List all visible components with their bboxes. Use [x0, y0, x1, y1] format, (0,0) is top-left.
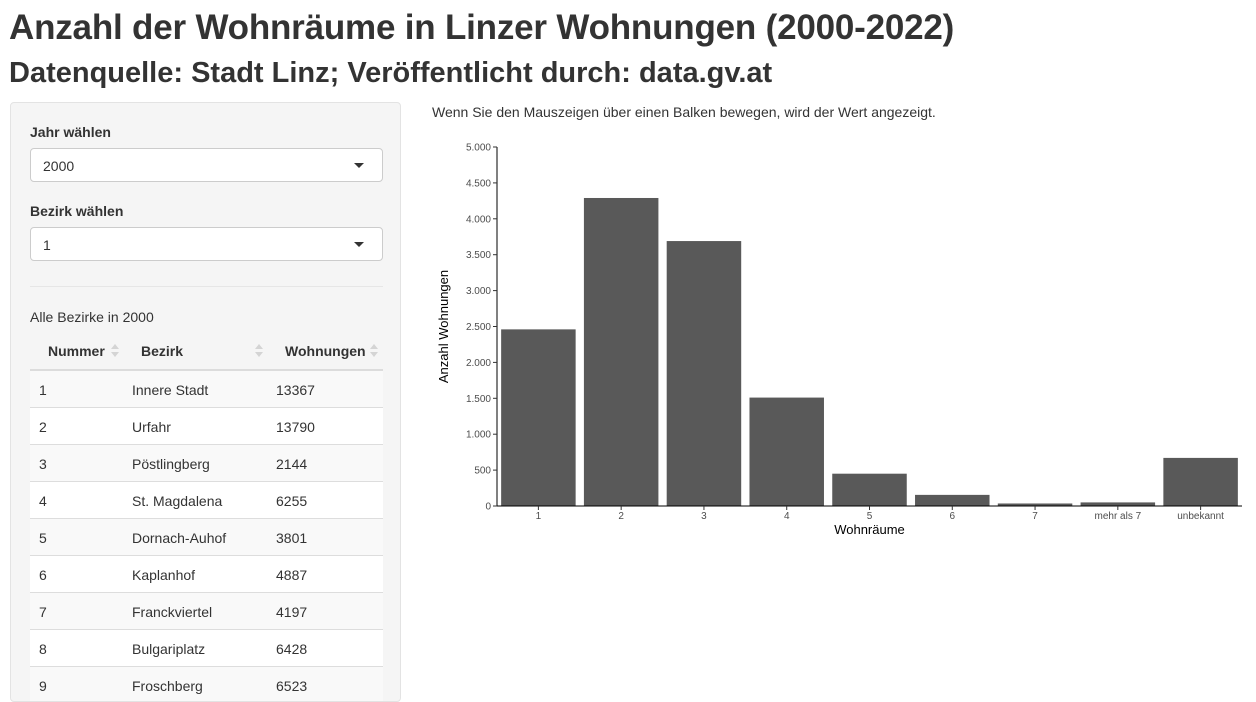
- table-row[interactable]: 8 Bulgariplatz 6428: [30, 630, 383, 667]
- chevron-down-icon: [354, 242, 364, 247]
- bar-7[interactable]: [1080, 502, 1156, 506]
- table-cell-bezirk: Urfahr: [132, 419, 171, 435]
- table-cell-bezirk: St. Magdalena: [132, 493, 223, 509]
- bar-1[interactable]: [583, 197, 659, 506]
- table-header: Nummer Bezirk Wohnungen: [30, 333, 383, 371]
- y-tick-label: 2.000: [466, 358, 491, 369]
- y-tick-label: 4.000: [466, 214, 491, 225]
- y-tick-label: 5.000: [466, 143, 491, 154]
- x-tick-label: unbekannt: [1177, 511, 1224, 522]
- table-cell-nummer: 1: [39, 382, 47, 398]
- year-select-label: Jahr wählen: [30, 124, 111, 140]
- table-cell-nummer: 9: [39, 678, 47, 694]
- table-cell-bezirk: Bulgariplatz: [132, 641, 206, 657]
- y-tick-label: 3.000: [466, 286, 491, 297]
- y-axis-title: Anzahl Wohnungen: [436, 270, 451, 383]
- x-tick-label: 7: [1032, 511, 1038, 522]
- table-row[interactable]: 6 Kaplanhof 4887: [30, 556, 383, 593]
- bar-8[interactable]: [1163, 457, 1238, 506]
- table-cell-wohnungen: 2144: [276, 456, 308, 472]
- column-header-wohnungen[interactable]: Wohnungen: [285, 343, 366, 359]
- year-select[interactable]: 2000: [30, 148, 383, 182]
- district-select-value: 1: [43, 237, 51, 253]
- table-cell-nummer: 4: [39, 493, 47, 509]
- bar-0[interactable]: [501, 329, 576, 506]
- table-cell-bezirk: Innere Stadt: [132, 382, 209, 398]
- x-tick-label: 3: [701, 511, 707, 522]
- table-cell-wohnungen: 6523: [276, 678, 308, 694]
- sort-icon[interactable]: [255, 344, 263, 358]
- y-tick-label: 0: [485, 502, 491, 513]
- x-tick-label: 2: [618, 511, 624, 522]
- bar-2[interactable]: [666, 241, 742, 507]
- table-row[interactable]: 5 Dornach-Auhof 3801: [30, 519, 383, 556]
- table-cell-wohnungen: 13790: [276, 419, 315, 435]
- sidebar-panel: Jahr wählen 2000 Bezirk wählen 1 Alle Be…: [10, 102, 401, 702]
- y-tick-label: 3.500: [466, 250, 491, 261]
- table-body: 1 Innere Stadt 13367 2 Urfahr 13790 3 Pöstlingb…: [30, 371, 383, 701]
- table-cell-bezirk: Froschberg: [132, 678, 203, 694]
- y-tick-label: 1.500: [466, 394, 491, 405]
- year-select-value: 2000: [43, 158, 75, 174]
- y-tick-label: 4.500: [466, 178, 491, 189]
- district-select-label: Bezirk wählen: [30, 203, 124, 219]
- table-row[interactable]: 4 St. Magdalena 6255: [30, 482, 383, 519]
- district-select[interactable]: 1: [30, 227, 383, 261]
- x-tick-label: 4: [784, 511, 790, 522]
- table-row[interactable]: 2 Urfahr 13790: [30, 408, 383, 445]
- bar-5[interactable]: [915, 494, 990, 506]
- table-row[interactable]: 9 Froschberg 6523: [30, 667, 383, 701]
- table-cell-nummer: 2: [39, 419, 47, 435]
- hover-hint: Wenn Sie den Mauszeigen über einen Balke…: [432, 104, 936, 120]
- table-cell-nummer: 3: [39, 456, 47, 472]
- y-tick-label: 2.500: [466, 322, 491, 333]
- table-cell-nummer: 5: [39, 530, 47, 546]
- page-subtitle: Datenquelle: Stadt Linz; Veröffentlicht …: [9, 57, 773, 89]
- table-row[interactable]: 1 Innere Stadt 13367: [30, 371, 383, 408]
- column-header-bezirk[interactable]: Bezirk: [141, 343, 184, 359]
- bar-3[interactable]: [749, 397, 824, 506]
- table-cell-bezirk: Pöstlingberg: [132, 456, 210, 472]
- sort-icon[interactable]: [370, 344, 378, 358]
- table-cell-wohnungen: 4197: [276, 604, 308, 620]
- table-cell-wohnungen: 4887: [276, 567, 308, 583]
- district-table: Nummer Bezirk Wohnungen 1 Innere Stadt 133…: [30, 333, 383, 701]
- x-tick-label: mehr als 7: [1094, 511, 1141, 522]
- column-header-nummer[interactable]: Nummer: [48, 343, 105, 359]
- table-cell-wohnungen: 3801: [276, 530, 308, 546]
- chevron-down-icon: [354, 163, 364, 168]
- table-caption: Alle Bezirke in 2000: [30, 309, 154, 325]
- table-row[interactable]: 3 Pöstlingberg 2144: [30, 445, 383, 482]
- x-tick-label: 1: [536, 511, 542, 522]
- sort-icon[interactable]: [111, 344, 119, 358]
- table-cell-wohnungen: 6255: [276, 493, 308, 509]
- x-axis-title: Wohnräume: [834, 522, 905, 537]
- y-tick-label: 1.000: [466, 430, 491, 441]
- table-cell-bezirk: Franckviertel: [132, 604, 213, 620]
- table-cell-wohnungen: 13367: [276, 382, 315, 398]
- table-cell-bezirk: Dornach-Auhof: [132, 530, 227, 546]
- bar-6[interactable]: [997, 503, 1073, 506]
- table-cell-nummer: 7: [39, 604, 47, 620]
- bar-chart: 0 500 1.000 1.500 2.000 2.500 3.000 3.500 4.000 4…: [436, 143, 1242, 537]
- table-cell-nummer: 8: [39, 641, 47, 657]
- table-cell-bezirk: Kaplanhof: [132, 567, 196, 583]
- y-tick-label: 500: [474, 466, 491, 477]
- divider: [30, 286, 383, 287]
- x-tick-label: 5: [867, 511, 873, 522]
- bar-4[interactable]: [832, 473, 907, 506]
- table-cell-wohnungen: 6428: [276, 641, 308, 657]
- x-tick-label: 6: [949, 511, 955, 522]
- table-cell-nummer: 6: [39, 567, 47, 583]
- page-title: Anzahl der Wohnräume in Linzer Wohnungen…: [9, 8, 955, 47]
- table-row[interactable]: 7 Franckviertel 4197: [30, 593, 383, 630]
